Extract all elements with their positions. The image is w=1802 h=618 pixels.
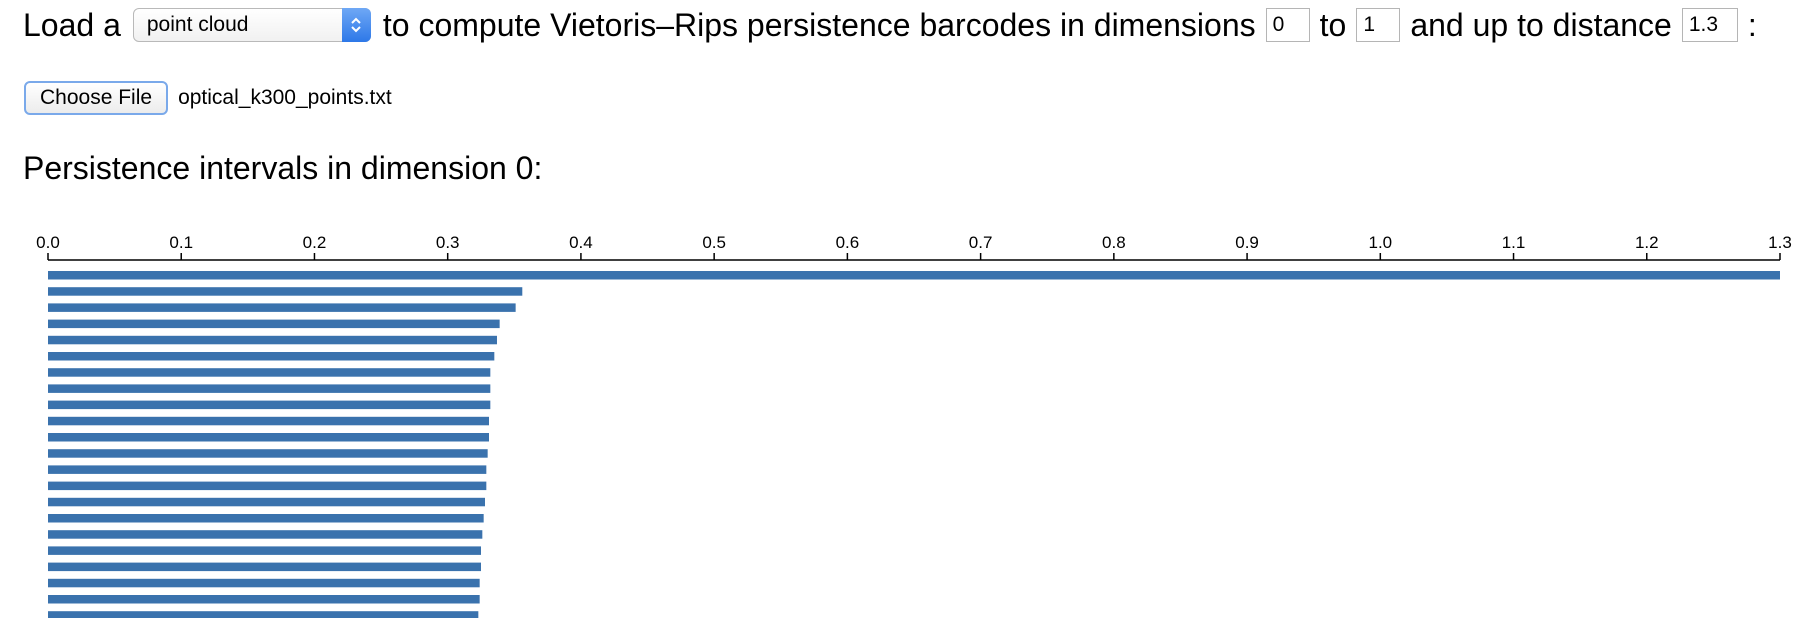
select-updown-icon <box>341 8 371 42</box>
persistence-interval-bar <box>48 271 1780 280</box>
dimension-0-heading: Persistence intervals in dimension 0: <box>23 150 543 186</box>
persistence-interval-bar <box>48 433 489 442</box>
max-distance-input[interactable]: 1.3 <box>1681 8 1738 42</box>
persistence-interval-bar <box>48 514 484 523</box>
x-tick-label: 0.2 <box>303 233 327 252</box>
persistence-interval-bar <box>48 368 491 377</box>
x-tick-label: 0.3 <box>436 233 460 252</box>
persistence-interval-bar <box>48 400 491 410</box>
persistence-interval-bar <box>48 497 485 507</box>
barcode-bars <box>48 271 1780 618</box>
persistence-interval-bar <box>48 481 487 491</box>
x-tick-label: 0.7 <box>969 233 993 252</box>
x-axis: 0.0 0.1 0.2 0.3 0.4 0.5 0.6 0.7 0.8 0.9 1.0 1.1 1.2 1… <box>36 233 1792 261</box>
x-tick-label: 1.0 <box>1368 233 1392 252</box>
file-row: Choose File optical_k300_points.txt <box>24 80 392 116</box>
choose-file-button[interactable]: Choose File <box>24 81 169 115</box>
persistence-interval-bar <box>48 384 491 393</box>
load-prefix-text: Load a <box>23 7 121 43</box>
compute-description-text: to compute Vietoris–Rips persistence bar… <box>382 7 1256 43</box>
controls-row: Load a point cloud to compute Vietoris–R… <box>23 2 1757 48</box>
to-text: to <box>1319 7 1347 43</box>
persistence-interval-bar <box>48 595 480 604</box>
persistence-interval-bar <box>48 465 487 474</box>
persistence-interval-bar <box>48 562 481 572</box>
max-dimension-input[interactable]: 1 <box>1356 8 1401 42</box>
x-tick-label: 1.2 <box>1635 233 1659 252</box>
x-tick-label: 0.8 <box>1102 233 1126 252</box>
persistence-interval-bar <box>48 319 500 329</box>
persistence-interval-bar <box>48 416 489 426</box>
x-tick-label: 0.6 <box>836 233 860 252</box>
distance-text: and up to distance <box>1410 7 1672 43</box>
persistence-interval-bar <box>48 352 495 361</box>
persistence-interval-bar <box>48 303 516 312</box>
x-tick-label: 0.1 <box>169 233 193 252</box>
persistence-interval-bar <box>48 449 488 458</box>
x-tick-label: 1.1 <box>1502 233 1526 252</box>
x-tick-label: 1.3 <box>1768 233 1792 252</box>
x-tick-label: 0.0 <box>36 233 60 252</box>
colon-text: : <box>1747 7 1757 43</box>
selected-file-name: optical_k300_points.txt <box>178 86 392 109</box>
persistence-interval-bar <box>48 611 479 618</box>
persistence-interval-bar <box>48 578 480 588</box>
persistence-interval-bar <box>48 287 523 296</box>
source-type-select[interactable]: point cloud <box>132 8 371 42</box>
source-type-value: point cloud <box>146 13 249 36</box>
x-tick-label: 0.4 <box>569 233 593 252</box>
persistence-interval-bar <box>48 546 481 555</box>
x-tick-label: 0.9 <box>1235 233 1259 252</box>
persistence-interval-bar <box>48 530 483 539</box>
persistence-interval-bar <box>48 335 497 345</box>
min-dimension-input[interactable]: 0 <box>1265 8 1310 42</box>
x-tick-label: 0.5 <box>702 233 726 252</box>
